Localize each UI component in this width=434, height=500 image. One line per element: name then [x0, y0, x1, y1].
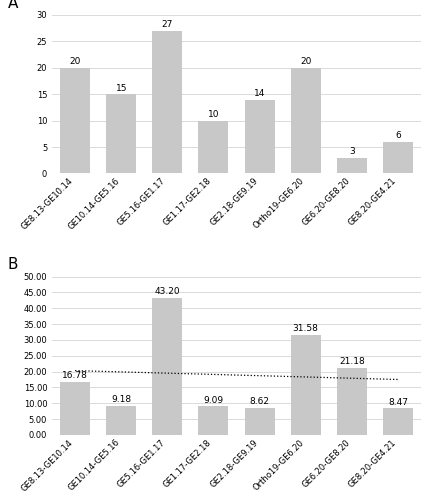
Text: 9.09: 9.09	[204, 396, 224, 404]
Bar	[383, 142, 413, 174]
Bar	[291, 335, 321, 435]
Text: 43.20: 43.20	[155, 288, 180, 296]
Text: B: B	[8, 258, 18, 272]
Text: 16.78: 16.78	[62, 371, 88, 380]
Bar	[106, 94, 136, 174]
Text: 8.47: 8.47	[388, 398, 408, 406]
Text: 6: 6	[395, 131, 401, 140]
Bar	[106, 406, 136, 435]
Bar	[383, 408, 413, 435]
Text: 14: 14	[254, 89, 265, 98]
Text: 9.18: 9.18	[111, 396, 132, 404]
Text: 10: 10	[208, 110, 219, 119]
Bar	[198, 120, 228, 174]
Bar	[60, 382, 90, 435]
Bar	[337, 368, 367, 435]
Text: 27: 27	[162, 20, 173, 30]
Bar	[337, 158, 367, 174]
Bar	[152, 31, 182, 174]
Text: 3: 3	[349, 147, 355, 156]
Text: A: A	[8, 0, 18, 11]
Text: 8.62: 8.62	[250, 397, 270, 406]
Bar	[245, 100, 275, 174]
Bar	[291, 68, 321, 174]
Bar	[198, 406, 228, 435]
Text: 21.18: 21.18	[339, 358, 365, 366]
Text: 31.58: 31.58	[293, 324, 319, 334]
Bar	[60, 68, 90, 174]
Text: 20: 20	[69, 57, 81, 66]
Bar	[152, 298, 182, 435]
Text: 15: 15	[115, 84, 127, 92]
Text: 20: 20	[300, 57, 311, 66]
Bar	[245, 408, 275, 435]
